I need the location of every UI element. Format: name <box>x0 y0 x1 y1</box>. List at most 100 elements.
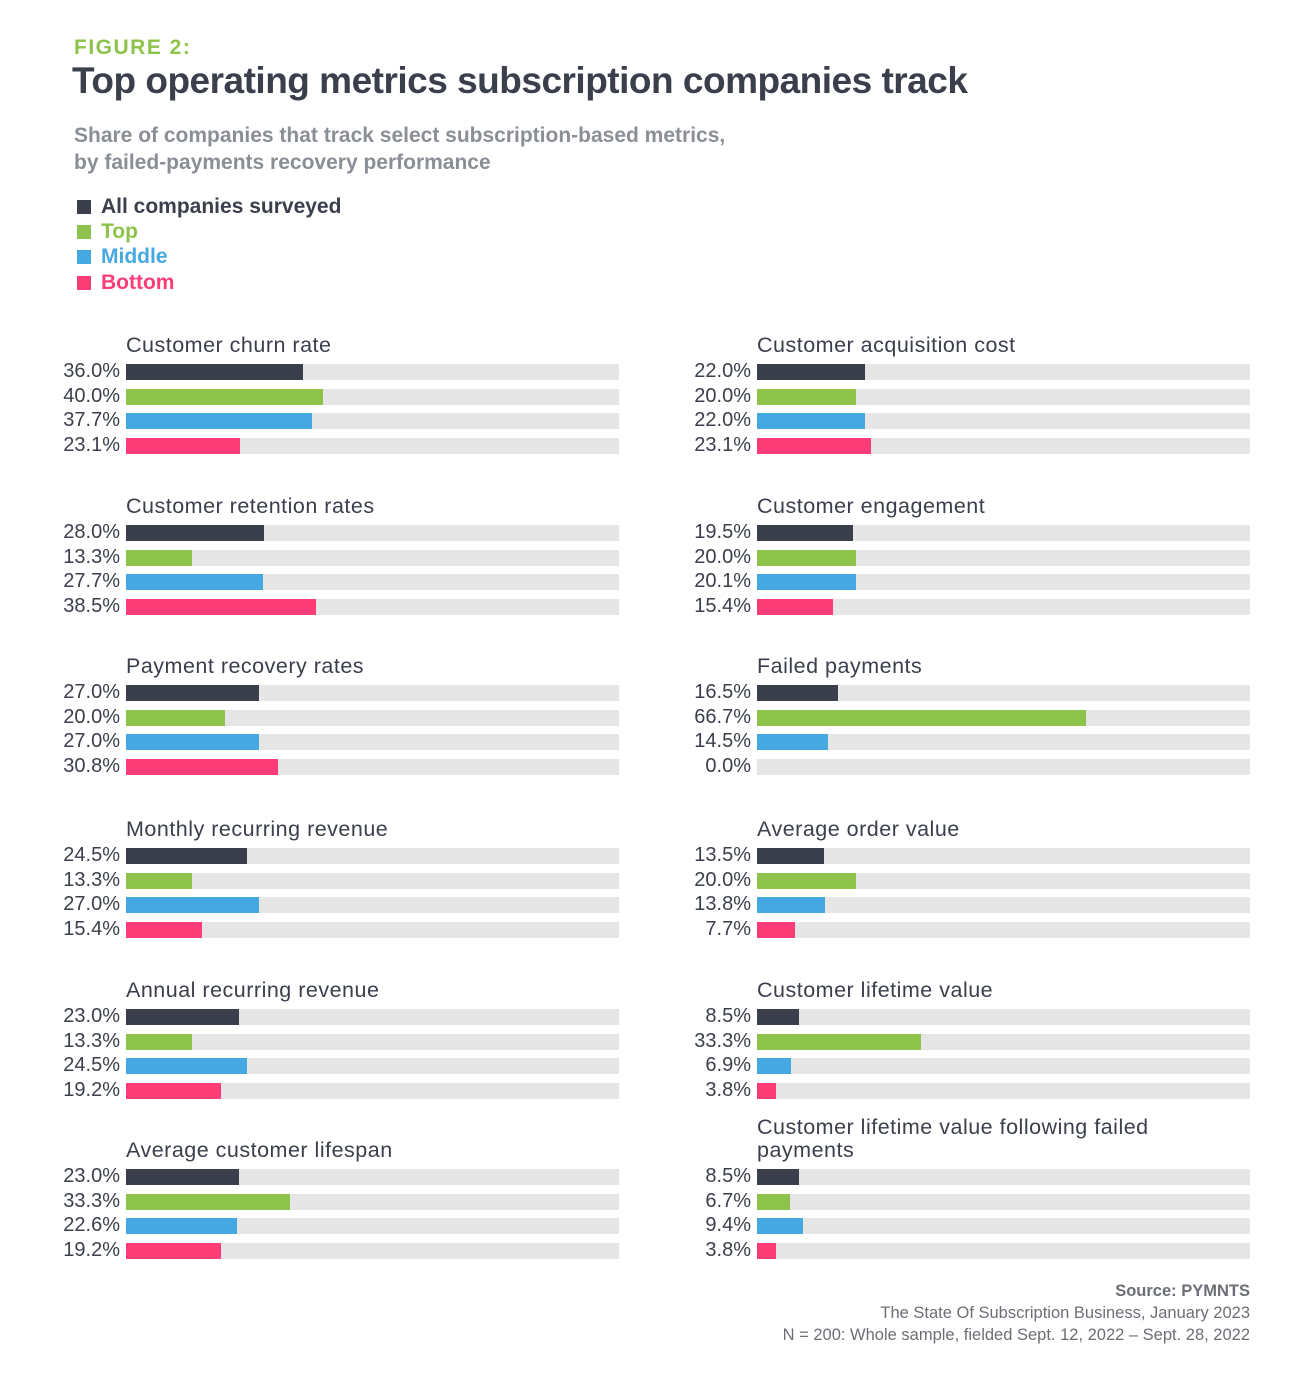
bar-track <box>126 1218 619 1234</box>
value-label: 24.5% <box>63 844 120 866</box>
bar-row: 33.3% <box>54 1190 620 1212</box>
bar-row: 23.1% <box>54 434 620 456</box>
bar-row: 15.4% <box>685 595 1251 617</box>
bar-middle <box>126 574 263 590</box>
value-label: 40.0% <box>63 384 120 407</box>
panel-title: Average customer lifespan <box>126 1138 393 1162</box>
bar-bottom <box>126 1243 221 1259</box>
bar-row: 14.5% <box>685 730 1251 752</box>
bar-row: 23.0% <box>54 1165 620 1187</box>
bar-all-companies-surveyed <box>126 1169 240 1185</box>
bar-row: 16.5% <box>685 681 1251 703</box>
bar-row: 20.0% <box>685 546 1251 568</box>
bar-all-companies-surveyed <box>757 364 866 380</box>
value-label: 6.7% <box>705 1189 751 1212</box>
value-label: 36.0% <box>63 360 120 382</box>
value-label: 28.0% <box>63 521 120 543</box>
bar-top <box>126 709 225 726</box>
bar-row: 30.8% <box>54 755 620 777</box>
bar-middle <box>757 897 826 913</box>
legend-item: Bottom <box>77 270 341 295</box>
value-label: 27.7% <box>63 570 120 592</box>
bar-middle <box>757 1058 792 1074</box>
bar-row: 20.0% <box>54 706 620 728</box>
bar-all-companies-surveyed <box>126 848 247 864</box>
bar-row: 38.5% <box>54 595 620 617</box>
bar-row: 9.4% <box>685 1214 1251 1236</box>
bar-track <box>757 599 1250 615</box>
value-label: 6.9% <box>705 1054 751 1076</box>
source-label: Source: PYMNTS <box>1115 1282 1250 1300</box>
legend-label: Bottom <box>101 270 175 294</box>
value-label: 22.6% <box>63 1214 120 1236</box>
value-label: 37.7% <box>63 409 120 431</box>
bar-row: 8.5% <box>685 1165 1251 1187</box>
value-label: 20.0% <box>694 545 751 568</box>
value-label: 13.5% <box>694 844 751 866</box>
bar-all-companies-surveyed <box>757 1009 799 1025</box>
panel-title: Average order value <box>757 817 960 841</box>
bar-top <box>757 709 1086 726</box>
bar-top <box>126 1193 291 1210</box>
bar-row: 27.0% <box>54 730 620 752</box>
bar-row: 23.1% <box>685 434 1251 456</box>
value-label: 16.5% <box>694 681 751 703</box>
panel-title: Monthly recurring revenue <box>126 817 389 841</box>
bar-track <box>757 525 1250 541</box>
bar-row: 24.5% <box>54 1054 620 1076</box>
bar-track <box>126 438 619 454</box>
bar-all-companies-surveyed <box>757 685 839 701</box>
value-label: 27.0% <box>63 893 120 915</box>
bar-track <box>126 685 619 701</box>
legend-swatch <box>77 199 91 214</box>
bar-track <box>126 1058 619 1074</box>
bar-track <box>126 872 619 889</box>
bar-bottom <box>757 1243 776 1259</box>
bar-all-companies-surveyed <box>757 848 824 864</box>
bar-row: 7.7% <box>685 918 1251 940</box>
value-label: 23.0% <box>63 1005 120 1027</box>
bar-track <box>757 438 1250 454</box>
bar-row: 27.0% <box>54 681 620 703</box>
bar-track <box>757 922 1250 938</box>
bar-row: 13.5% <box>685 844 1251 866</box>
legend: All companies surveyed Top Middle Bottom <box>77 194 341 295</box>
bar-row: 22.0% <box>685 360 1251 382</box>
bar-track <box>126 599 619 615</box>
bar-track <box>126 1033 619 1050</box>
bar-row: 3.8% <box>685 1079 1251 1101</box>
value-label: 20.0% <box>694 868 751 891</box>
source-line: N = 200: Whole sample, fielded Sept. 12,… <box>782 1326 1250 1344</box>
bar-row: 6.9% <box>685 1054 1251 1076</box>
value-label: 27.0% <box>63 681 120 703</box>
bar-bottom <box>757 922 795 938</box>
bar-track <box>757 1193 1250 1210</box>
value-label: 8.5% <box>705 1005 751 1027</box>
bar-middle <box>757 413 866 429</box>
bar-row: 13.3% <box>54 869 620 891</box>
bar-track <box>757 848 1250 864</box>
bar-track <box>757 872 1250 889</box>
bar-bottom <box>757 599 833 615</box>
bar-all-companies-surveyed <box>126 685 260 701</box>
bar-bottom <box>757 1083 776 1099</box>
value-label: 3.8% <box>705 1079 751 1101</box>
value-label: 19.2% <box>63 1079 120 1101</box>
value-label: 30.8% <box>63 755 120 777</box>
bar-bottom <box>126 599 316 615</box>
bar-row: 8.5% <box>685 1005 1251 1027</box>
bar-track <box>757 1169 1250 1185</box>
bar-top <box>757 549 856 566</box>
panel-title: Customer retention rates <box>126 494 375 518</box>
panel-title: Failed payments <box>757 654 923 678</box>
bar-row: 36.0% <box>54 360 620 382</box>
value-label: 13.3% <box>63 868 120 891</box>
legend-swatch <box>77 224 91 239</box>
value-label: 66.7% <box>694 705 751 728</box>
value-label: 13.8% <box>694 893 751 915</box>
subtitle-line: Share of companies that track select sub… <box>74 124 726 147</box>
bar-track <box>757 759 1250 775</box>
value-label: 38.5% <box>63 595 120 617</box>
bar-row: 6.7% <box>685 1190 1251 1212</box>
